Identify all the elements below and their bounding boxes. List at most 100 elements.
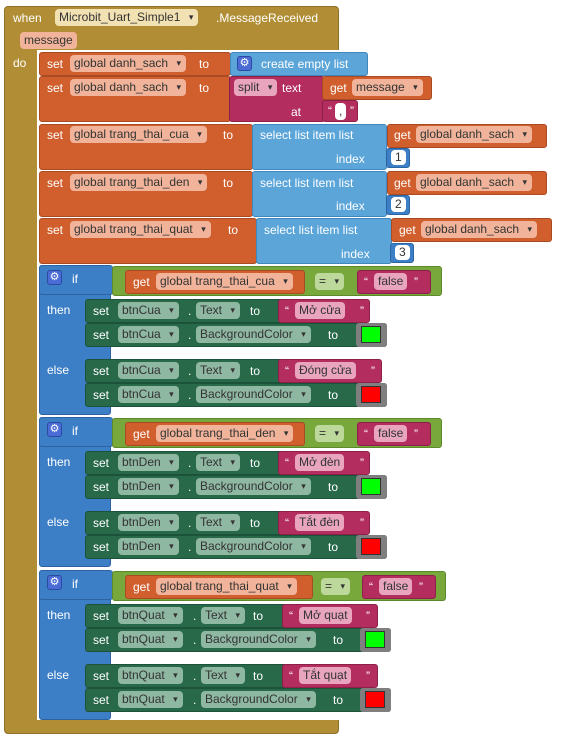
red-color-swatch[interactable]: [361, 538, 381, 555]
quote-close: ”: [371, 364, 375, 378]
set-keyword: set: [47, 128, 64, 142]
else-keyword: else: [47, 515, 70, 529]
var-dropdown[interactable]: global trang_thai_den: [156, 425, 294, 442]
text-value[interactable]: Mở quạt: [299, 607, 352, 624]
set-property-block[interactable]: [85, 604, 295, 628]
component-dropdown[interactable]: btnDen: [118, 538, 179, 555]
select-list-item-label: select list item list: [260, 128, 354, 142]
if-keyword: if: [72, 424, 78, 438]
var-dropdown[interactable]: global trang_thai_den: [70, 174, 208, 191]
create-empty-list-block[interactable]: [230, 52, 368, 76]
quote-close: ”: [414, 275, 418, 289]
text-value[interactable]: Mở cửa: [295, 302, 345, 319]
component-dropdown[interactable]: btnCua: [118, 326, 179, 343]
event-name: .MessageReceived: [216, 11, 319, 25]
var-dropdown[interactable]: global danh_sach: [70, 55, 187, 72]
index-value[interactable]: 1: [391, 150, 406, 165]
var-dropdown[interactable]: global danh_sach: [416, 174, 533, 191]
dot-label: .: [188, 480, 192, 494]
else-keyword: else: [47, 668, 70, 682]
select-list-item-block[interactable]: [252, 171, 387, 217]
component-dropdown[interactable]: btnCua: [118, 302, 179, 319]
set-keyword: set: [47, 176, 64, 190]
property-dropdown[interactable]: BackgroundColor: [196, 386, 311, 403]
var-dropdown[interactable]: message: [352, 79, 423, 96]
text-value[interactable]: false: [374, 425, 408, 442]
text-value[interactable]: Đóng cửa: [295, 362, 356, 379]
red-color-swatch[interactable]: [361, 386, 381, 403]
quote-open: “: [285, 304, 289, 318]
var-dropdown[interactable]: global trang_thai_cua: [156, 273, 293, 290]
compare-dropdown[interactable]: =: [321, 578, 351, 595]
get-keyword: get: [394, 128, 411, 142]
quote-close: ”: [414, 427, 418, 441]
message-param[interactable]: message: [20, 32, 77, 49]
create-empty-list-label: create empty list: [261, 57, 349, 71]
var-dropdown[interactable]: global trang_thai_quat: [156, 578, 297, 595]
var-dropdown[interactable]: global danh_sach: [421, 221, 538, 238]
quote-close: ”: [366, 609, 370, 623]
get-keyword: get: [399, 223, 416, 237]
index-value[interactable]: 3: [395, 245, 410, 260]
text-value[interactable]: Mở đèn: [295, 454, 345, 471]
get-keyword: get: [133, 580, 150, 594]
property-dropdown[interactable]: Text: [196, 362, 241, 379]
quote-open: “: [328, 104, 332, 118]
get-keyword: get: [133, 427, 150, 441]
text-value[interactable]: ,: [335, 103, 347, 120]
get-keyword: get: [330, 81, 347, 95]
gear-icon[interactable]: ⚙: [47, 422, 62, 437]
compare-dropdown[interactable]: =: [315, 425, 345, 442]
set-keyword: set: [93, 633, 110, 647]
red-color-swatch[interactable]: [365, 691, 385, 708]
component-dropdown[interactable]: btnQuat: [118, 607, 183, 624]
property-dropdown[interactable]: Text: [196, 302, 241, 319]
component-dropdown[interactable]: btnDen: [118, 454, 179, 471]
property-dropdown[interactable]: Text: [201, 607, 246, 624]
component-dropdown[interactable]: btnCua: [118, 386, 179, 403]
property-dropdown[interactable]: Text: [196, 514, 241, 531]
green-color-swatch[interactable]: [361, 326, 381, 343]
property-dropdown[interactable]: Text: [201, 667, 246, 684]
select-list-item-block[interactable]: [252, 124, 387, 170]
set-property-block[interactable]: [85, 664, 295, 688]
if-keyword: if: [72, 577, 78, 591]
property-dropdown[interactable]: BackgroundColor: [201, 691, 316, 708]
var-dropdown[interactable]: global danh_sach: [70, 79, 187, 96]
split-dropdown[interactable]: split: [234, 79, 278, 96]
component-dropdown[interactable]: btnDen: [118, 514, 179, 531]
index-value[interactable]: 2: [391, 197, 406, 212]
gear-icon[interactable]: ⚙: [47, 270, 62, 285]
dot-label: .: [188, 328, 192, 342]
property-dropdown[interactable]: BackgroundColor: [196, 538, 311, 555]
var-dropdown[interactable]: global danh_sach: [416, 126, 533, 143]
var-dropdown[interactable]: global trang_thai_cua: [70, 126, 207, 143]
compare-dropdown[interactable]: =: [315, 273, 345, 290]
property-dropdown[interactable]: BackgroundColor: [196, 326, 311, 343]
green-color-swatch[interactable]: [365, 631, 385, 648]
property-dropdown[interactable]: Text: [196, 454, 241, 471]
green-color-swatch[interactable]: [361, 478, 381, 495]
component-dropdown[interactable]: btnQuat: [118, 667, 183, 684]
quote-close: ”: [360, 516, 364, 530]
text-value[interactable]: false: [379, 578, 413, 595]
component-dropdown[interactable]: btnCua: [118, 362, 179, 379]
do-label: do: [13, 56, 27, 70]
property-dropdown[interactable]: BackgroundColor: [196, 478, 311, 495]
component-dropdown[interactable]: Microbit_Uart_Simple1: [55, 9, 199, 26]
text-value[interactable]: Tắt quạt: [299, 667, 352, 684]
var-dropdown[interactable]: global trang_thai_quat: [70, 221, 211, 238]
set-keyword: set: [93, 480, 110, 494]
to-keyword: to: [250, 364, 261, 378]
select-list-item-block[interactable]: [256, 218, 392, 264]
property-dropdown[interactable]: BackgroundColor: [201, 631, 316, 648]
component-dropdown[interactable]: btnDen: [118, 478, 179, 495]
component-dropdown[interactable]: btnQuat: [118, 631, 183, 648]
text-value[interactable]: false: [374, 273, 408, 290]
component-dropdown[interactable]: btnQuat: [118, 691, 183, 708]
gear-icon[interactable]: ⚙: [237, 56, 252, 71]
text-value[interactable]: Tắt đèn: [295, 514, 344, 531]
to-keyword: to: [199, 81, 210, 95]
gear-icon[interactable]: ⚙: [47, 575, 62, 590]
to-keyword: to: [328, 480, 339, 494]
